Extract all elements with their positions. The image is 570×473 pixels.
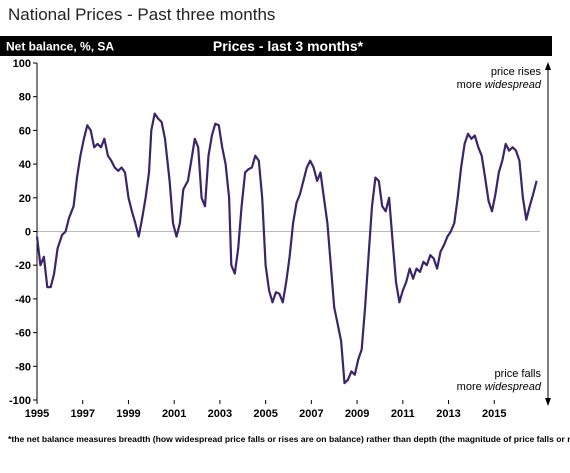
y-tick-label: -20 bbox=[15, 260, 31, 272]
y-tick-label: 80 bbox=[19, 92, 31, 104]
footnote: *the net balance measures breadth (how w… bbox=[8, 434, 570, 444]
x-tick-label: 1999 bbox=[116, 408, 140, 420]
x-tick-label: 2007 bbox=[299, 408, 323, 420]
y-tick-label: -80 bbox=[15, 361, 31, 373]
plot-area: -100 -80 -60 -40 -20 0 20 40 60 80 100 1995 1997 1999… bbox=[9, 58, 540, 420]
y-tick-label: 20 bbox=[19, 193, 31, 205]
x-tick-label: 2003 bbox=[208, 408, 232, 420]
header-bar bbox=[0, 36, 552, 56]
series-line bbox=[35, 112, 538, 385]
x-tick-label: 1997 bbox=[70, 408, 94, 420]
x-tick-label: 2001 bbox=[162, 408, 186, 420]
arrow-head-down bbox=[545, 398, 551, 406]
x-tick-label: 2013 bbox=[436, 408, 460, 420]
x-tick-label: 2009 bbox=[345, 408, 369, 420]
x-tick-label: 2015 bbox=[482, 408, 506, 420]
chart-title: National Prices - Past three months bbox=[8, 5, 275, 24]
y-tick-label: -40 bbox=[15, 294, 31, 306]
y-tick-label: 60 bbox=[19, 125, 31, 137]
chart-subtitle: Prices - last 3 months* bbox=[213, 38, 364, 54]
header-left: Net balance, %, SA bbox=[6, 40, 114, 54]
annotation-bottom: price falls more widespread bbox=[457, 368, 542, 393]
x-tick-label: 1995 bbox=[25, 408, 49, 420]
y-tick-label: 100 bbox=[13, 58, 31, 70]
x-tick-label: 2005 bbox=[253, 408, 277, 420]
y-tick-label: -100 bbox=[9, 395, 31, 407]
y-tick-label: 0 bbox=[25, 227, 31, 239]
y-tick-label: 40 bbox=[19, 159, 31, 171]
annotation-top: price rises more widespread bbox=[457, 66, 542, 91]
arrow-head-up bbox=[545, 62, 551, 70]
y-tick-label: -60 bbox=[15, 328, 31, 340]
x-tick-label: 2011 bbox=[391, 408, 415, 420]
